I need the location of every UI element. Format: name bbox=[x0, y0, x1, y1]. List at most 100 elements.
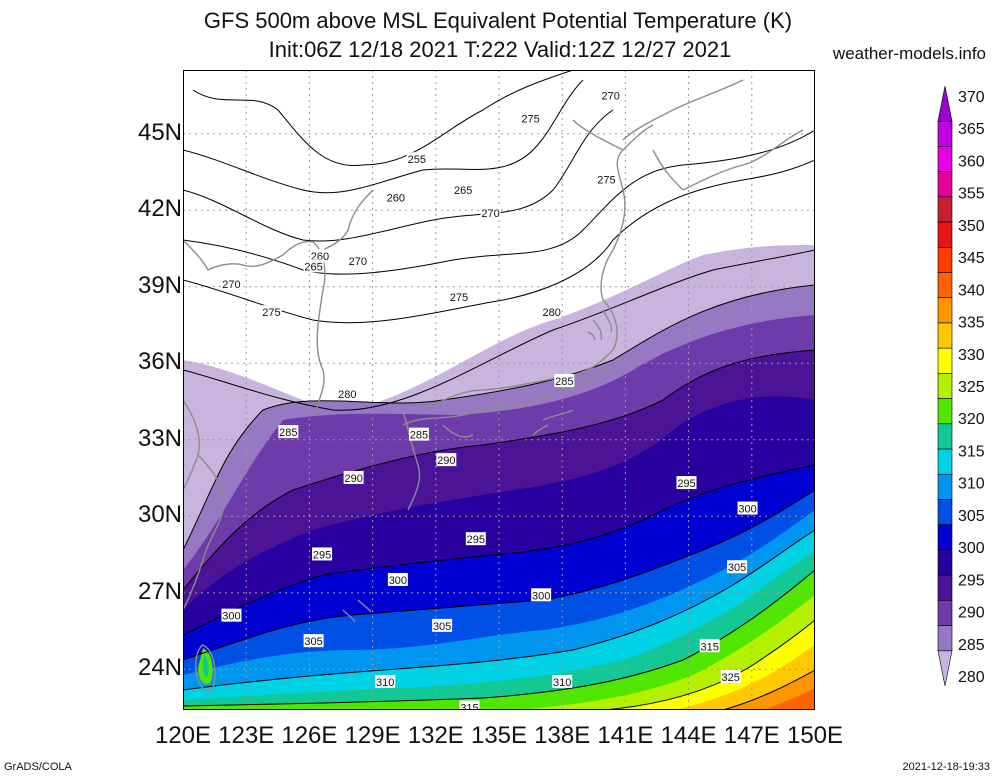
contour-label: 275 bbox=[520, 111, 541, 125]
legend-level-label: 330 bbox=[958, 347, 985, 364]
legend-swatch bbox=[937, 398, 953, 425]
contour-label-text: 280 bbox=[338, 389, 356, 401]
contour-label-bg bbox=[520, 111, 541, 125]
taiwan-outline bbox=[195, 644, 216, 692]
contour-label: 270 bbox=[221, 277, 242, 291]
contour-label-bg bbox=[261, 305, 282, 319]
contour-label-text: 290 bbox=[344, 473, 362, 485]
contour-label: 300 bbox=[737, 501, 758, 516]
contour-label-text: 315 bbox=[460, 702, 478, 710]
lat-tick-label: 24N bbox=[137, 654, 182, 682]
contour-label-bg bbox=[531, 588, 552, 602]
lon-tick-label: 147E bbox=[723, 722, 780, 749]
contour-label: 275 bbox=[596, 172, 617, 187]
contour-label-bg bbox=[727, 560, 748, 574]
legend-level-label: 280 bbox=[958, 669, 985, 686]
contour-label: 310 bbox=[375, 674, 396, 689]
coastlines bbox=[182, 79, 804, 623]
contour-label-text: 310 bbox=[553, 677, 571, 689]
lon-tick-label: 138E bbox=[534, 722, 591, 749]
lat-tick-label: 30N bbox=[137, 501, 182, 529]
legend-swatch bbox=[937, 272, 953, 299]
contour-label-bg bbox=[480, 205, 501, 219]
contour-label-text: 305 bbox=[304, 636, 322, 648]
contour-label-text: 275 bbox=[521, 113, 539, 125]
contour-label: 270 bbox=[480, 205, 501, 220]
contour-label-text: 310 bbox=[376, 677, 394, 689]
lon-tick-label: 135E bbox=[470, 722, 528, 749]
contour-label-bg bbox=[385, 190, 406, 204]
color-legend: 370 365 360 355 350 345 340 335 330 325 320 315 310 3… bbox=[934, 84, 994, 688]
contour-label: 300 bbox=[387, 572, 408, 587]
chart-subtitle: Init:06Z 12/18 2021 T:222 Valid:12Z 12/2… bbox=[268, 37, 732, 62]
contour-label-text: 295 bbox=[313, 549, 331, 561]
contour-label-text: 275 bbox=[597, 175, 615, 187]
contour-label-bg bbox=[303, 634, 324, 648]
contour-label-text: 260 bbox=[387, 192, 405, 204]
contour-label-text: 300 bbox=[389, 575, 407, 587]
contour-label: 285 bbox=[554, 374, 575, 388]
contour-label: 275 bbox=[448, 289, 469, 304]
contour-lines bbox=[182, 69, 816, 711]
contour-label-bg bbox=[432, 618, 453, 632]
contour-label-text: 325 bbox=[722, 672, 740, 684]
legend-swatch bbox=[937, 171, 953, 198]
contour-label-text: 255 bbox=[408, 154, 426, 166]
contour-label-bg bbox=[448, 289, 469, 303]
contour-label-text: 300 bbox=[222, 611, 240, 623]
legend-level-label: 325 bbox=[958, 379, 985, 396]
contour-label-text: 285 bbox=[555, 376, 573, 388]
contour-label-text: 300 bbox=[532, 590, 550, 602]
legend-level-label: 320 bbox=[958, 411, 985, 428]
contour-label-text: 280 bbox=[542, 307, 560, 319]
legend-level-label: 310 bbox=[958, 476, 985, 493]
contour-label-bg bbox=[387, 572, 408, 586]
contour-label: 295 bbox=[312, 547, 333, 561]
contour-label-text: 290 bbox=[437, 455, 455, 467]
contour-label-text: 270 bbox=[222, 279, 240, 291]
contour-label-bg bbox=[596, 172, 617, 186]
contour-label: 255 bbox=[406, 152, 427, 166]
contour-label: 285 bbox=[408, 427, 429, 442]
lon-tick-label: 132E bbox=[407, 722, 464, 749]
contour-label-bg bbox=[337, 386, 358, 400]
contour-label: 310 bbox=[552, 674, 573, 689]
contour-label-bg bbox=[541, 305, 562, 319]
contour-label-bg bbox=[453, 182, 474, 196]
contour-label: 280 bbox=[541, 305, 562, 319]
contour-label: 295 bbox=[465, 532, 486, 546]
legend-swatch bbox=[937, 146, 953, 172]
contour-label: 270 bbox=[600, 88, 621, 102]
contour-label-bg bbox=[347, 254, 368, 268]
contour-label-text: 315 bbox=[700, 641, 718, 653]
legend-swatch bbox=[937, 600, 953, 626]
legend-swatch bbox=[937, 499, 953, 525]
contour-label: 280 bbox=[337, 386, 358, 401]
legend-level-label: 360 bbox=[958, 153, 985, 170]
contour-label-text: 305 bbox=[728, 562, 746, 574]
contour-label-text: 275 bbox=[450, 292, 468, 304]
lon-tick-label: 141E bbox=[597, 722, 654, 749]
legend-level-label: 365 bbox=[958, 121, 985, 138]
legend-swatch bbox=[937, 322, 953, 349]
contour-label-text: 300 bbox=[738, 504, 756, 516]
contour-label-text: 305 bbox=[433, 621, 451, 633]
lon-tick-label: 120E bbox=[154, 722, 212, 749]
contour-label-text: 285 bbox=[410, 430, 428, 442]
lat-tick-label: 39N bbox=[137, 271, 182, 299]
chart-title: GFS 500m above MSL Equivalent Potential … bbox=[203, 8, 793, 33]
contour-label: 290 bbox=[343, 470, 364, 485]
legend-swatch bbox=[937, 373, 953, 399]
legend-level-label: 335 bbox=[958, 315, 985, 332]
contour-label: 305 bbox=[303, 634, 324, 648]
lat-tick-label: 42N bbox=[137, 195, 182, 223]
legend-swatch bbox=[937, 549, 953, 576]
lon-tick-label: 123E bbox=[218, 722, 275, 749]
legend-level-label: 295 bbox=[958, 572, 985, 589]
contour-label: 315 bbox=[699, 639, 720, 653]
contour-label-bg bbox=[221, 608, 242, 622]
legend-level-label: 305 bbox=[958, 508, 985, 525]
lat-tick-label: 33N bbox=[137, 424, 182, 452]
legend-swatch bbox=[937, 120, 953, 147]
